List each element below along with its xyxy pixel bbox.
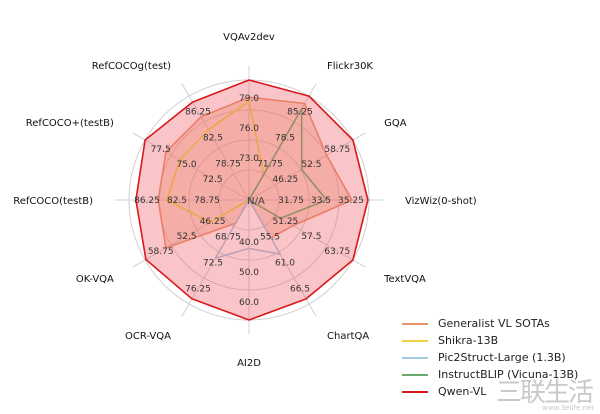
tick-label-8-1: 52.5 <box>177 232 197 242</box>
tick-label-6-1: 50.0 <box>239 268 259 278</box>
legend-swatch-shikra <box>402 339 428 342</box>
legend-label-instructblip: InstructBLIP (Vicuna-13B) <box>438 368 579 381</box>
na-label: N/A <box>247 196 265 207</box>
tick-label-5-2: 66.5 <box>290 284 310 294</box>
legend-swatch-instructblip <box>402 373 428 376</box>
axis-label-4: TextVQA <box>383 274 426 285</box>
chart-legend: Generalist VL SOTAs Shikra-13B Pic2Struc… <box>402 315 598 400</box>
tick-label-4-2: 63.75 <box>324 247 350 257</box>
spoke-11 <box>181 83 250 201</box>
tick-label-5-0: 55.5 <box>260 232 280 242</box>
series-polygon-2 <box>214 199 282 260</box>
tick-label-9-0: 78.75 <box>194 196 220 206</box>
axis-label-5: ChartQA <box>327 331 369 342</box>
tick-label-8-2: 58.75 <box>148 247 174 257</box>
axis-label-8: OK-VQA <box>76 274 114 285</box>
series-polygon-4 <box>135 79 369 321</box>
tick-label-10-1: 75.0 <box>177 160 197 170</box>
tick-label-8-0: 46.25 <box>200 217 226 227</box>
watermark-logo-text: 三联生活 <box>495 378 594 408</box>
tick-label-7-1: 72.5 <box>203 258 223 268</box>
tick-label-7-2: 76.25 <box>185 284 211 294</box>
tick-label-1-1: 78.5 <box>275 134 295 144</box>
legend-swatch-pic2struct <box>402 356 428 359</box>
spoke-2 <box>248 132 366 201</box>
legend-label-generalist: Generalist VL SOTAs <box>438 317 550 330</box>
tick-label-6-2: 60.0 <box>239 298 259 308</box>
legend-item-instructblip: InstructBLIP (Vicuna-13B) <box>402 366 598 383</box>
watermark-url: www.3elife.net <box>542 404 594 412</box>
tick-label-2-2: 58.75 <box>324 145 350 155</box>
series-polygon-3 <box>248 107 328 219</box>
tick-label-11-1: 82.5 <box>203 134 223 144</box>
legend-swatch-generalist <box>402 322 428 325</box>
tick-label-4-0: 51.25 <box>273 217 299 227</box>
legend-item-shikra: Shikra-13B <box>402 332 598 349</box>
tick-label-11-0: 78.75 <box>215 160 241 170</box>
tick-label-7-0: 68.75 <box>215 232 241 242</box>
axis-label-2: GQA <box>384 118 407 129</box>
tick-label-0-2: 79.0 <box>239 94 259 104</box>
tick-label-10-2: 77.5 <box>151 145 171 155</box>
tick-label-3-0: 31.75 <box>278 196 304 206</box>
tick-label-0-1: 76.0 <box>239 124 259 134</box>
legend-item-generalist: Generalist VL SOTAs <box>402 315 598 332</box>
watermark: 三联生活 www.3elife.net <box>484 372 594 412</box>
axis-label-1: Flickr30K <box>327 61 373 72</box>
axis-label-0: VQAv2dev <box>223 32 275 43</box>
tick-label-5-1: 61.0 <box>275 258 295 268</box>
legend-label-pic2struct: Pic2Struct-Large (1.3B) <box>438 351 566 364</box>
tick-label-11-2: 86.25 <box>185 108 211 118</box>
legend-item-qwen: Qwen-VL <box>402 383 598 400</box>
tick-label-4-1: 57.5 <box>301 232 321 242</box>
legend-swatch-qwen <box>402 390 428 393</box>
axis-label-10: RefCOCO+(testB) <box>26 118 114 129</box>
tick-label-10-0: 72.5 <box>203 175 223 185</box>
axis-label-3: VizWiz(0-shot) <box>405 196 477 207</box>
tick-label-9-1: 82.5 <box>167 196 187 206</box>
axis-label-7: OCR-VQA <box>125 331 171 342</box>
legend-item-pic2struct: Pic2Struct-Large (1.3B) <box>402 349 598 366</box>
tick-label-3-1: 33.5 <box>311 196 331 206</box>
legend-label-qwen: Qwen-VL <box>438 385 487 398</box>
tick-label-6-0: 40.0 <box>239 238 259 248</box>
tick-label-9-2: 86.25 <box>134 196 160 206</box>
tick-label-2-1: 52.5 <box>301 160 321 170</box>
tick-label-1-2: 85.25 <box>287 108 313 118</box>
legend-label-shikra: Shikra-13B <box>438 334 499 347</box>
tick-label-2-0: 46.25 <box>273 175 299 185</box>
tick-label-3-2: 35.25 <box>338 196 364 206</box>
axis-label-6: AI2D <box>237 358 261 369</box>
tick-label-1-0: 71.75 <box>257 160 283 170</box>
axis-label-11: RefCOCOg(test) <box>92 61 171 72</box>
tick-label-0-0: 73.0 <box>239 154 259 164</box>
spoke-10 <box>132 132 250 201</box>
axis-label-9: RefCOCO(testB) <box>13 196 93 207</box>
